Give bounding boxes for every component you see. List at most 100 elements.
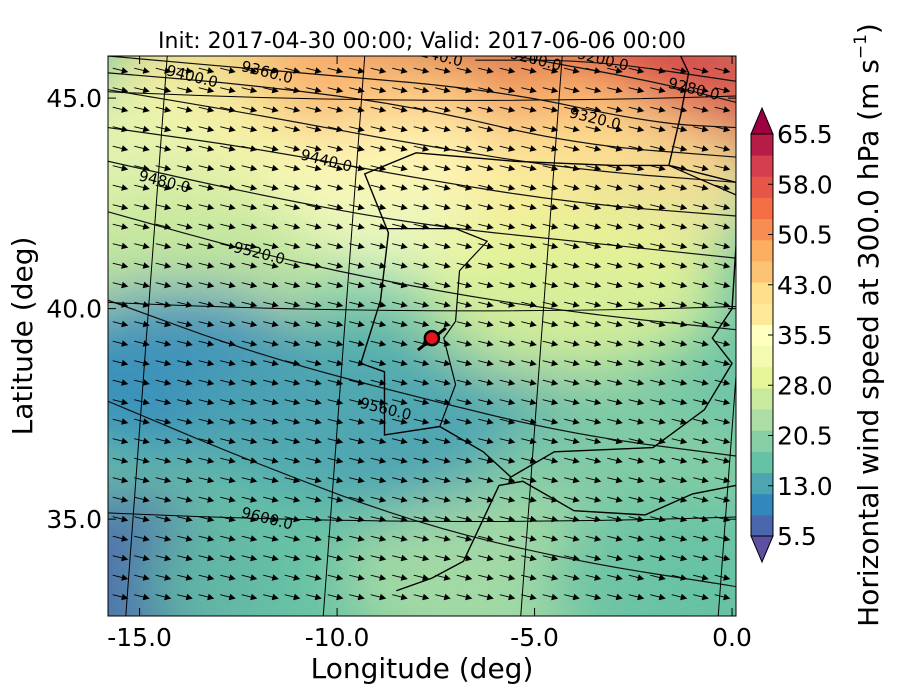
wind-vector-arrow <box>392 359 408 367</box>
wind-vector-arrow <box>198 418 215 425</box>
wind-vector-arrow <box>155 145 172 152</box>
wind-vector-arrow <box>628 476 645 484</box>
wind-vector-arrow <box>349 125 365 133</box>
wind-vector-arrow <box>499 125 516 133</box>
wind-vector-arrow <box>327 359 344 367</box>
wind-vector-arrow <box>370 496 387 503</box>
wind-vector-arrow <box>284 398 301 406</box>
wind-vector-arrow <box>198 164 215 172</box>
wind-vector-arrow <box>349 554 365 562</box>
wind-vector-arrow <box>112 535 129 542</box>
wind-vector-arrow <box>284 164 301 172</box>
wind-vector-arrow <box>585 359 602 367</box>
wind-vector-arrow <box>177 164 193 172</box>
wind-vector-arrow <box>693 281 709 289</box>
wind-vector-arrow <box>155 457 172 464</box>
wind-vector-arrow <box>392 535 408 542</box>
wind-vector-arrow <box>327 67 344 74</box>
wind-vector-arrow <box>542 320 559 328</box>
wind-vector-arrow <box>714 281 731 289</box>
wind-vectors <box>112 67 731 601</box>
wind-vector-arrow <box>650 398 666 406</box>
wind-vector-arrow <box>435 574 451 581</box>
colorbar-swatch <box>751 430 773 452</box>
wind-vector-arrow <box>306 145 322 152</box>
wind-vector-arrow <box>370 476 387 484</box>
wind-vector-arrow <box>714 106 731 113</box>
colorbar-tick-label: 58.0 <box>777 170 833 199</box>
wind-vector-arrow <box>456 67 473 74</box>
wind-vector-arrow <box>456 164 473 172</box>
wind-vector-arrow <box>392 203 408 211</box>
wind-vector-arrow <box>134 515 150 523</box>
wind-vector-arrow <box>564 86 580 94</box>
wind-vector-arrow <box>607 301 623 308</box>
colorbar-tick-label: 43.0 <box>777 271 833 300</box>
wind-vector-arrow <box>542 164 559 172</box>
wind-vector-arrow <box>177 476 193 484</box>
wind-vector-arrow <box>327 223 344 230</box>
wind-vector-arrow <box>263 574 279 581</box>
wind-vector-arrow <box>263 145 279 152</box>
wind-vector-arrow <box>478 184 494 191</box>
wind-vector-arrow <box>306 496 322 503</box>
wind-vector-arrow <box>177 574 193 581</box>
wind-vector-arrow <box>607 125 623 133</box>
wind-vector-arrow <box>714 184 731 191</box>
wind-vector-arrow <box>671 106 688 113</box>
wind-vector-arrow <box>628 320 645 328</box>
wind-vector-arrow <box>499 86 516 94</box>
wind-vector-arrow <box>499 554 516 562</box>
wind-vector-arrow <box>198 223 215 230</box>
wind-vector-arrow <box>542 281 559 289</box>
wind-vector-arrow <box>456 223 473 230</box>
wind-vector-arrow <box>306 67 322 74</box>
wind-vector-arrow <box>564 125 580 133</box>
wind-vector-arrow <box>650 496 666 503</box>
wind-vector-arrow <box>370 184 387 191</box>
graticule-parallel <box>108 91 736 101</box>
wind-vector-arrow <box>521 418 537 425</box>
wind-vector-arrow <box>392 554 408 562</box>
wind-vector-arrow <box>370 86 387 94</box>
wind-vector-arrow <box>349 398 365 406</box>
wind-vector-arrow <box>671 145 688 152</box>
wind-vector-arrow <box>478 515 494 523</box>
wind-vector-arrow <box>370 164 387 172</box>
wind-vector-arrow <box>499 476 516 484</box>
wind-vector-arrow <box>392 106 408 113</box>
wind-vector-arrow <box>499 515 516 523</box>
wind-vector-arrow <box>607 418 623 425</box>
wind-vector-arrow <box>112 554 129 562</box>
wind-vector-arrow <box>499 242 516 250</box>
wind-vector-arrow <box>349 145 365 152</box>
wind-vector-arrow <box>413 145 430 152</box>
wind-vector-arrow <box>349 223 365 230</box>
colorbar-tick-label: 28.0 <box>777 371 833 400</box>
wind-vector-arrow <box>564 164 580 172</box>
graticule <box>108 56 736 616</box>
wind-vector-arrow <box>263 242 279 250</box>
wind-vector-arrow <box>306 86 322 94</box>
wind-vector-arrow <box>628 535 645 542</box>
wind-vector-arrow <box>585 398 602 406</box>
wind-vector-arrow <box>241 340 258 347</box>
wind-vector-arrow <box>112 223 129 230</box>
wind-vector-arrow <box>585 184 602 191</box>
wind-vector-arrow <box>693 379 709 386</box>
wind-vector-arrow <box>456 145 473 152</box>
wind-vector-arrow <box>241 184 258 191</box>
wind-vector-arrow <box>456 398 473 406</box>
wind-vector-arrow <box>456 281 473 289</box>
wind-vector-arrow <box>521 262 537 269</box>
wind-vector-arrow <box>392 515 408 523</box>
wind-vector-arrow <box>542 457 559 464</box>
wind-vector-arrow <box>370 301 387 308</box>
wind-vector-arrow <box>671 476 688 484</box>
colorbar-tick-label: 13.0 <box>777 472 833 501</box>
wind-vector-arrow <box>112 281 129 289</box>
wind-vector-arrow <box>241 593 258 601</box>
wind-vector-arrow <box>478 203 494 211</box>
wind-vector-arrow <box>392 223 408 230</box>
wind-vector-arrow <box>607 476 623 484</box>
